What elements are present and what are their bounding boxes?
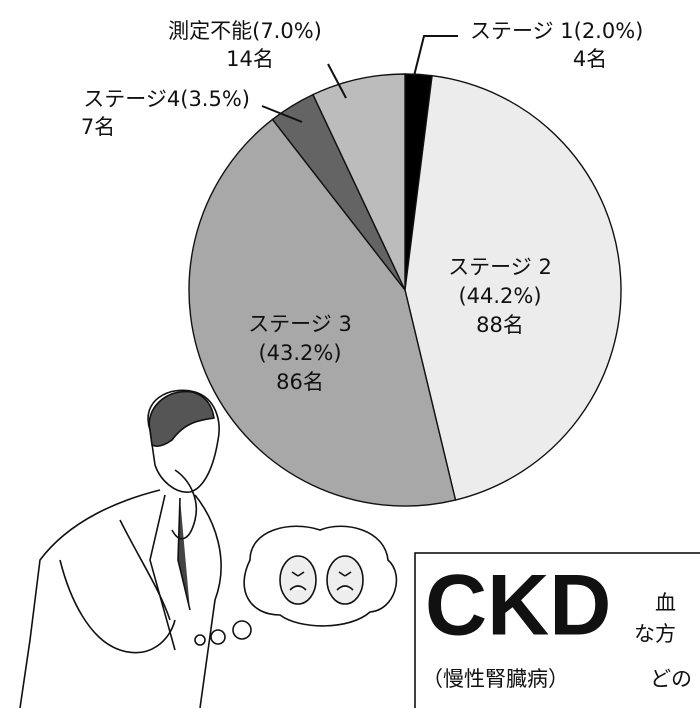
slice-label: ステージ 2 — [448, 255, 552, 279]
value-label: (2.0%) — [574, 19, 644, 43]
slice-label: ステージ 1(2.0%) — [470, 19, 643, 43]
thought-bubble — [195, 526, 396, 645]
box-title: CKD — [425, 558, 611, 654]
count-label: 86名 — [276, 370, 324, 394]
value-label: (7.0%) — [252, 19, 322, 43]
page: {"chart_data": {"type": "pie", "categori… — [0, 0, 700, 708]
box-text: 血 — [655, 591, 676, 615]
value-label: (3.5%) — [180, 87, 250, 111]
slice-label: 測定不能(7.0%) — [168, 19, 322, 43]
count-label: 7名 — [81, 115, 115, 139]
box-text: な方 — [634, 622, 676, 646]
value-label: (44.2%) — [458, 284, 541, 308]
value-label: (43.2%) — [258, 341, 341, 365]
leader-line — [414, 36, 458, 76]
box-text: どの — [650, 667, 692, 691]
chart: CKD （慢性腎臓病） 血 な方 どの ステージ 1(2.0%) 4名ステージ 2… — [0, 0, 700, 708]
box-subtitle: （慢性腎臓病） — [422, 667, 569, 691]
slice-label: ステージ 3 — [248, 312, 352, 336]
count-label: 88名 — [476, 313, 524, 337]
slice-name: ステージ4 — [83, 87, 180, 111]
slice-label: ステージ4(3.5%) — [83, 87, 250, 111]
count-label: 4名 — [573, 47, 607, 71]
slice-name: ステージ 1 — [470, 19, 574, 43]
slice-name: 測定不能 — [168, 19, 252, 43]
man-illustration — [20, 390, 221, 708]
count-label: 14名 — [226, 47, 274, 71]
